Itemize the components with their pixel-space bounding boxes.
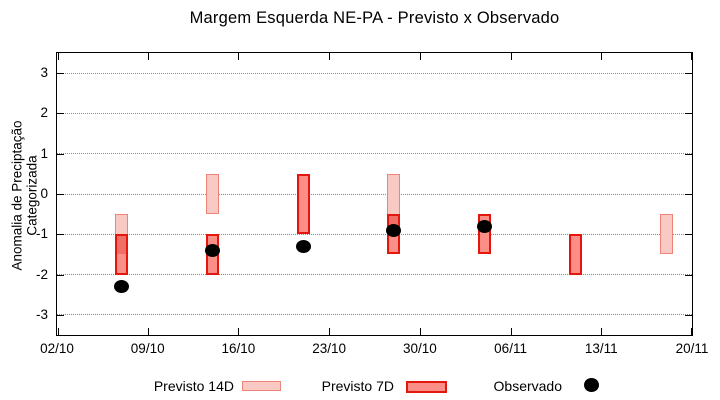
y-tick-mark-right xyxy=(685,153,692,155)
y-tick-label: 1 xyxy=(40,145,48,161)
observed-dot xyxy=(386,223,402,237)
observed-dot xyxy=(477,219,493,233)
x-tick-mark-top xyxy=(691,53,692,60)
legend-label-previsto-7d: Previsto 7D xyxy=(321,378,394,394)
y-tick-label: 0 xyxy=(40,186,48,201)
legend-label-observado: Observado xyxy=(493,378,562,394)
y-tick-mark-left xyxy=(57,314,64,316)
grid-line-y3 xyxy=(57,72,692,74)
grid-line-y-2 xyxy=(57,274,692,276)
x-tick-label: 09/10 xyxy=(130,341,165,356)
x-tick-label: 20/11 xyxy=(675,341,709,356)
x-tick-mark-bottom xyxy=(329,328,331,335)
observed-dot xyxy=(205,243,220,257)
x-tick-mark-top xyxy=(510,53,512,60)
forecast-overlap-shade xyxy=(117,236,127,255)
legend-label-previsto-14d: Previsto 14D xyxy=(153,378,234,394)
forecast-7d-box xyxy=(568,234,582,275)
y-tick-label: 2 xyxy=(40,105,48,121)
x-tick-mark-bottom xyxy=(510,328,512,335)
grid-line-y1 xyxy=(57,153,692,155)
y-tick-mark-left xyxy=(57,194,64,195)
legend-swatch-previsto-7d-icon xyxy=(406,381,447,393)
y-tick-mark-left xyxy=(57,274,64,276)
x-tick-mark-bottom xyxy=(238,328,240,335)
x-tick-label: 16/10 xyxy=(221,341,256,356)
grid-line-y0 xyxy=(57,193,692,195)
y-tick-mark-right xyxy=(685,113,692,115)
forecast-7d-box xyxy=(296,173,310,235)
y-tick-mark-left xyxy=(57,153,64,155)
y-tick-label: -2 xyxy=(35,266,48,282)
x-tick-mark-top xyxy=(601,53,603,60)
y-tick-mark-right xyxy=(685,314,692,316)
y-tick-mark-left xyxy=(57,73,64,75)
x-tick-mark-top xyxy=(238,53,240,60)
observed-dot xyxy=(114,280,130,294)
y-tick-mark-right xyxy=(685,194,692,195)
x-tick-mark-bottom xyxy=(419,328,421,335)
x-tick-mark-bottom xyxy=(57,328,59,335)
y-tick-label: -3 xyxy=(35,306,48,322)
x-tick-mark-top xyxy=(419,53,421,60)
x-tick-label: 02/10 xyxy=(40,341,74,356)
x-tick-label: 13/11 xyxy=(584,341,618,356)
grid-line-y-3 xyxy=(57,314,692,316)
x-tick-mark-bottom xyxy=(601,328,603,335)
observed-dot xyxy=(295,239,311,253)
grid-line-y-1 xyxy=(57,233,692,235)
y-tick-mark-right xyxy=(685,274,692,276)
y-tick-mark-right xyxy=(685,234,692,236)
legend-swatch-previsto-14d-icon xyxy=(242,381,281,391)
chart-title: Margem Esquerda NE-PA - Previsto x Obser… xyxy=(189,9,560,27)
x-tick-label: 06/11 xyxy=(494,341,527,356)
legend-observado-dot-icon xyxy=(584,378,599,392)
forecast-14d-box xyxy=(659,214,673,255)
y-tick-label: -1 xyxy=(35,226,48,242)
x-tick-label: 23/10 xyxy=(312,341,347,356)
x-tick-mark-top xyxy=(329,53,331,60)
y-tick-mark-left xyxy=(57,234,64,236)
x-tick-mark-bottom xyxy=(147,328,149,335)
y-tick-label: 3 xyxy=(40,65,48,81)
plot-area xyxy=(56,52,693,336)
y-tick-mark-right xyxy=(685,73,692,75)
grid-line-y2 xyxy=(57,112,692,114)
forecast-14d-box xyxy=(206,173,219,215)
y-tick-mark-left xyxy=(57,113,64,115)
x-tick-label: 30/10 xyxy=(402,341,437,356)
x-tick-mark-top xyxy=(147,53,149,60)
x-tick-mark-bottom xyxy=(691,328,692,335)
x-tick-mark-top xyxy=(57,53,59,60)
